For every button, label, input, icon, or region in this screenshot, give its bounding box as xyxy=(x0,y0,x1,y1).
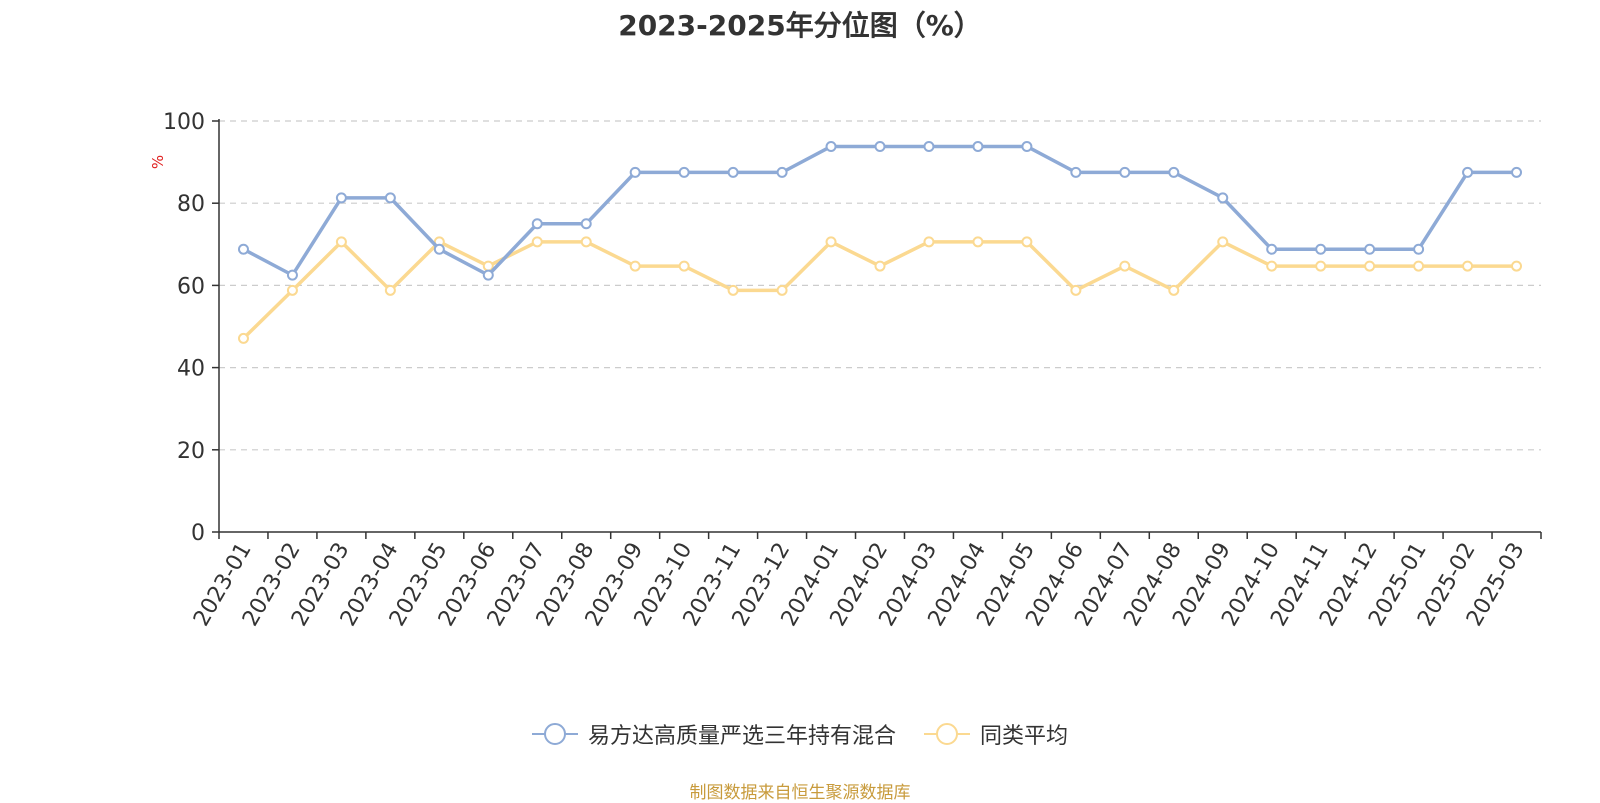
data-point xyxy=(1511,166,1523,178)
data-point xyxy=(1364,260,1376,272)
legend: 易方达高质量严选三年持有混合 同类平均 xyxy=(0,718,1600,750)
data-point xyxy=(1266,260,1278,272)
data-point xyxy=(1021,236,1033,248)
data-point xyxy=(678,260,690,272)
data-point xyxy=(237,243,249,255)
data-point xyxy=(335,236,347,248)
data-point xyxy=(580,236,592,248)
legend-item-peer-average[interactable]: 同类平均 xyxy=(924,718,1068,750)
y-tick-label: 60 xyxy=(177,274,205,299)
data-point xyxy=(629,260,641,272)
data-point xyxy=(482,260,494,272)
data-point xyxy=(1217,236,1229,248)
y-tick-label: 0 xyxy=(191,521,205,546)
data-point xyxy=(1168,284,1180,296)
data-point xyxy=(433,243,445,255)
data-point xyxy=(629,166,641,178)
y-axis-label: % xyxy=(149,155,167,169)
data-point xyxy=(237,332,249,344)
data-point xyxy=(1119,260,1131,272)
data-point xyxy=(825,140,837,152)
data-point xyxy=(1070,284,1082,296)
source-note: 制图数据来自恒生聚源数据库 xyxy=(689,783,911,803)
data-point xyxy=(776,166,788,178)
legend-item-fund[interactable]: 易方达高质量严选三年持有混合 xyxy=(531,718,896,750)
data-point xyxy=(1266,243,1278,255)
series-1 xyxy=(237,236,1523,344)
series-line xyxy=(242,240,1517,340)
data-point xyxy=(1168,166,1180,178)
data-point xyxy=(874,140,886,152)
data-point xyxy=(580,218,592,230)
legend-label-fund: 易方达高质量严选三年持有混合 xyxy=(587,724,896,749)
data-point xyxy=(1315,260,1327,272)
series-0 xyxy=(237,140,1523,281)
legend-marker-peer-average xyxy=(924,723,970,745)
data-point xyxy=(874,260,886,272)
data-point xyxy=(923,140,935,152)
data-point xyxy=(482,269,494,281)
data-point xyxy=(972,236,984,248)
series-line xyxy=(242,144,1517,277)
data-point xyxy=(1315,243,1327,255)
data-point xyxy=(286,284,298,296)
legend-marker-fund xyxy=(531,723,578,745)
data-point xyxy=(825,236,837,248)
line-chart: 020406080100%2023-012023-022023-032023-0… xyxy=(149,110,1542,631)
data-point xyxy=(678,166,690,178)
data-point xyxy=(1413,260,1425,272)
data-point xyxy=(727,284,739,296)
data-point xyxy=(1462,166,1474,178)
y-tick-label: 20 xyxy=(177,439,205,464)
legend-label-peer-average: 同类平均 xyxy=(980,724,1069,749)
data-point xyxy=(727,166,739,178)
data-point xyxy=(335,192,347,204)
data-point xyxy=(384,284,396,296)
data-point xyxy=(923,236,935,248)
data-point xyxy=(1511,260,1523,272)
y-tick-label: 40 xyxy=(177,357,205,382)
y-tick-label: 100 xyxy=(163,110,205,135)
data-point xyxy=(1364,243,1376,255)
data-point xyxy=(1021,140,1033,152)
data-point xyxy=(384,192,396,204)
data-point xyxy=(531,236,543,248)
data-point xyxy=(531,218,543,230)
data-point xyxy=(1119,166,1131,178)
data-point xyxy=(286,269,298,281)
data-point xyxy=(972,140,984,152)
data-point xyxy=(776,284,788,296)
data-point xyxy=(1070,166,1082,178)
data-point xyxy=(1462,260,1474,272)
data-point xyxy=(1217,192,1229,204)
chart-title: 2023-2025年分位图（%） xyxy=(618,9,982,42)
y-tick-label: 80 xyxy=(177,192,205,217)
data-point xyxy=(1413,243,1425,255)
